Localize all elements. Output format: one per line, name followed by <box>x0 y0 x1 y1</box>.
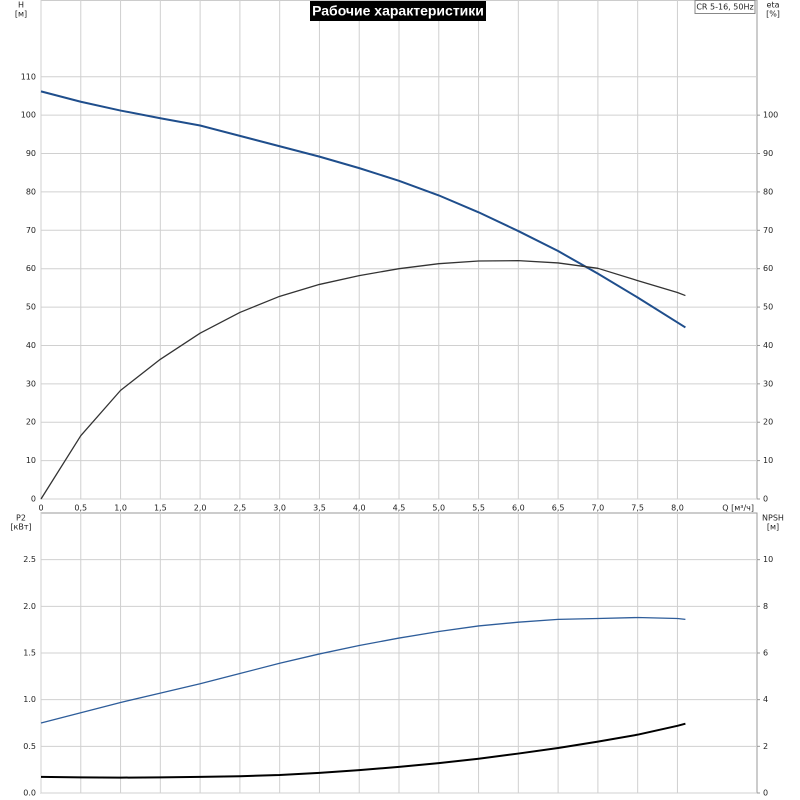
y-tick-label: 1.0 <box>23 695 36 704</box>
y2-axis-unit: [%] <box>766 10 780 19</box>
y-tick-label: 20 <box>26 418 36 427</box>
x-tick-label: 3,5 <box>313 504 326 513</box>
x-tick-label: 1,0 <box>114 504 127 513</box>
x-tick-label: 1,5 <box>154 504 167 513</box>
y-tick-label: 10 <box>26 456 36 465</box>
y-tick-label: 50 <box>26 303 36 312</box>
y-tick-label: 0.0 <box>23 789 36 798</box>
y-tick-label: 1.5 <box>23 649 36 658</box>
chart-title: Рабочие характеристики <box>312 3 484 19</box>
y2-tick-label: 20 <box>763 418 773 427</box>
y-tick-label: 100 <box>21 111 36 120</box>
y-tick-label: 40 <box>26 341 36 350</box>
y2-tick-label: 50 <box>763 303 773 312</box>
curve <box>40 616 686 724</box>
y-axis-label: P2 <box>16 514 26 523</box>
x-tick-label: 5,5 <box>472 504 485 513</box>
title-background <box>310 1 486 21</box>
y2-axis-label: NPSH <box>762 514 784 523</box>
x-tick-label: 2,0 <box>194 504 207 513</box>
y2-tick-label: 2 <box>763 742 768 751</box>
curve <box>40 90 686 329</box>
y2-axis-label: eta <box>767 1 780 10</box>
curve <box>40 259 686 500</box>
y2-tick-label: 70 <box>763 226 773 235</box>
y-tick-label: 80 <box>26 187 36 196</box>
x-tick-label: 5,0 <box>432 504 445 513</box>
y-axis-label: H <box>18 1 24 10</box>
y-tick-label: 90 <box>26 149 36 158</box>
y2-tick-label: 8 <box>763 602 768 611</box>
y-tick-label: 110 <box>21 72 36 81</box>
y-tick-label: 0.5 <box>23 742 36 751</box>
y-tick-label: 2.0 <box>23 602 36 611</box>
product-label: CR 5-16, 50Hz <box>696 3 753 12</box>
x-tick-label: 4,0 <box>353 504 366 513</box>
y2-axis-unit: [м] <box>767 523 779 532</box>
x-tick-label: 7,5 <box>631 504 644 513</box>
y2-tick-label: 80 <box>763 187 773 196</box>
y2-tick-label: 10 <box>763 456 773 465</box>
x-tick-label: 4,5 <box>393 504 406 513</box>
y2-tick-label: 90 <box>763 149 773 158</box>
y-tick-label: 2.5 <box>23 555 36 564</box>
x-tick-label: 0 <box>38 504 43 513</box>
y2-tick-label: 40 <box>763 341 773 350</box>
product-box <box>694 0 756 14</box>
y2-tick-label: 4 <box>763 695 768 704</box>
y-tick-label: 30 <box>26 379 36 388</box>
curve <box>40 722 686 779</box>
y2-tick-label: 100 <box>763 111 778 120</box>
y-axis-unit: [кВт] <box>10 523 31 532</box>
y-tick-label: 0 <box>31 495 36 504</box>
y2-tick-label: 6 <box>763 649 768 658</box>
x-axis-label: Q [м³/ч] <box>722 504 754 513</box>
y-tick-label: 70 <box>26 226 36 235</box>
y-axis-unit: [м] <box>15 10 27 19</box>
y2-tick-label: 0 <box>763 789 768 798</box>
x-tick-label: 7,0 <box>592 504 605 513</box>
x-tick-label: 8,0 <box>671 504 684 513</box>
x-tick-label: 0,5 <box>74 504 87 513</box>
y-tick-label: 60 <box>26 264 36 273</box>
x-tick-label: 3,0 <box>273 504 286 513</box>
y2-tick-label: 10 <box>763 555 773 564</box>
x-tick-label: 6,5 <box>552 504 565 513</box>
y2-tick-label: 60 <box>763 264 773 273</box>
y2-tick-label: 30 <box>763 379 773 388</box>
x-tick-label: 2,5 <box>234 504 247 513</box>
x-tick-label: 6,0 <box>512 504 525 513</box>
y2-tick-label: 0 <box>763 495 768 504</box>
title-box: Рабочие характеристики <box>310 1 486 21</box>
